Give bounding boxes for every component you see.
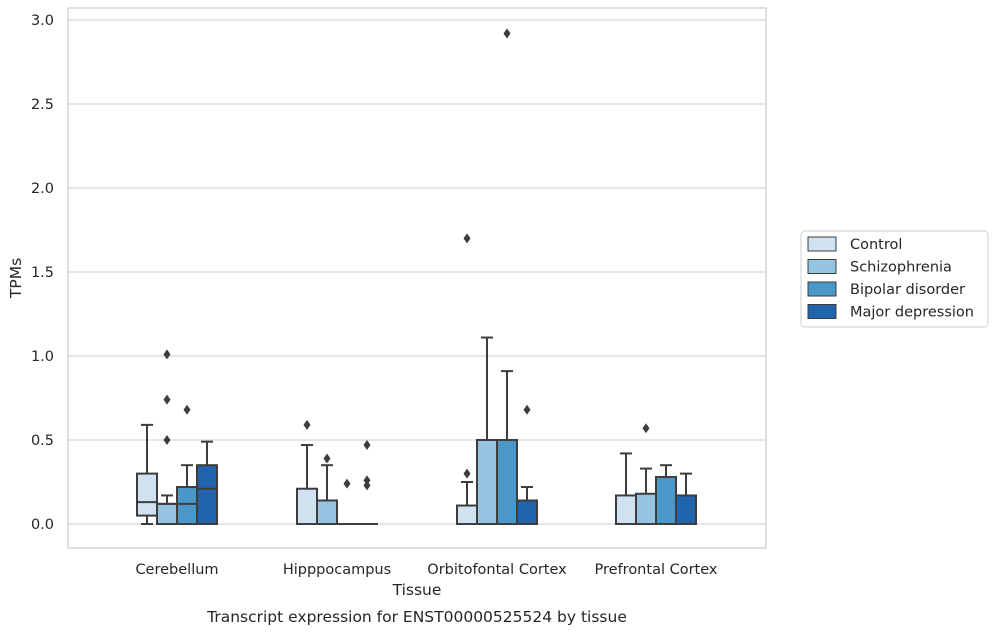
box-1-1 <box>316 453 338 526</box>
box-2-2 <box>496 28 518 525</box>
legend-swatch <box>807 259 837 274</box>
box-2-3 <box>655 464 677 525</box>
box-3-2 <box>516 404 538 526</box>
outlier-point <box>363 480 371 491</box>
outlier-point <box>463 233 471 244</box>
y-tick-labels: 0.0 0.5 1.0 1.5 2.0 2.5 3.0 <box>31 13 54 533</box>
box-0-3 <box>615 452 637 526</box>
y-tick-label: 0.0 <box>31 517 54 533</box>
legend-label: Bipolar disorder <box>850 282 965 298</box>
y-tick-label: 1.5 <box>31 265 54 281</box>
outlier-point <box>642 423 650 434</box>
x-tick-label: Orbitofontal Cortex <box>427 562 567 578</box>
box-body <box>496 439 518 525</box>
grid-lines <box>68 19 766 525</box>
outlier-point <box>183 404 191 415</box>
box-1-3 <box>635 423 657 526</box>
y-axis-label: TPMs <box>7 258 25 299</box>
box-3-1 <box>356 440 378 526</box>
box-1-2 <box>476 336 498 525</box>
box-groups <box>136 28 697 526</box>
outlier-point <box>523 404 531 415</box>
legend-swatch <box>807 304 837 319</box>
legend-swatch <box>807 281 837 297</box>
outlier-point <box>323 453 331 464</box>
box-3-3 <box>675 472 697 526</box>
box-body <box>196 464 218 526</box>
outlier-point <box>163 349 171 360</box>
plot-frame <box>67 7 767 549</box>
box-body <box>296 487 318 525</box>
outlier-point <box>303 419 311 430</box>
chart-caption: Transcript expression for ENST0000052552… <box>206 608 627 626</box>
box-0-1 <box>296 419 318 525</box>
y-tick-label: 3.0 <box>31 13 54 29</box>
y-tick-label: 2.5 <box>31 97 54 113</box>
outlier-point <box>163 394 171 405</box>
legend-label: Schizophrenia <box>850 260 952 276</box>
box-body <box>456 504 478 525</box>
legend-swatch <box>807 236 837 252</box>
y-tick-label: 1.0 <box>31 349 54 365</box>
outlier-point <box>343 478 351 489</box>
outlier-point <box>463 468 471 479</box>
box-body <box>635 492 657 526</box>
x-tick-label: Cerebellum <box>135 562 218 578</box>
x-tick-labels: Cerebellum Hipppocampus Orbitofontal Corte… <box>135 562 717 578</box>
legend-label: Major depression <box>850 305 974 321</box>
box-body <box>655 475 677 525</box>
box-1-0 <box>156 349 178 525</box>
x-axis-label: Tissue <box>392 581 442 599</box>
legend: Control Schizophrenia Bipolar disorder Majo… <box>800 230 989 328</box>
box-body <box>176 486 198 526</box>
box-0-0 <box>136 423 158 525</box>
y-tick-label: 0.5 <box>31 433 54 449</box>
box-0-2 <box>456 233 478 525</box>
box-body <box>516 499 538 526</box>
outlier-point <box>363 440 371 451</box>
outlier-point <box>163 435 171 445</box>
box-body <box>156 502 178 525</box>
y-tick-label: 2.0 <box>31 181 54 197</box>
box-body <box>476 439 498 525</box>
box-body <box>675 494 697 526</box>
box-body <box>316 499 338 526</box>
box-2-1 <box>336 478 358 526</box>
box-body <box>136 472 158 517</box>
box-body <box>615 494 637 526</box>
legend-label: Control <box>850 237 902 253</box>
box-3-0 <box>196 440 218 526</box>
x-tick-label: Prefrontal Cortex <box>595 562 718 578</box>
legend-frame <box>800 230 989 328</box>
outlier-point <box>503 28 511 39</box>
x-tick-label: Hipppocampus <box>283 562 391 578</box>
outlier-point <box>363 475 371 486</box>
box-2-0 <box>176 404 198 526</box>
